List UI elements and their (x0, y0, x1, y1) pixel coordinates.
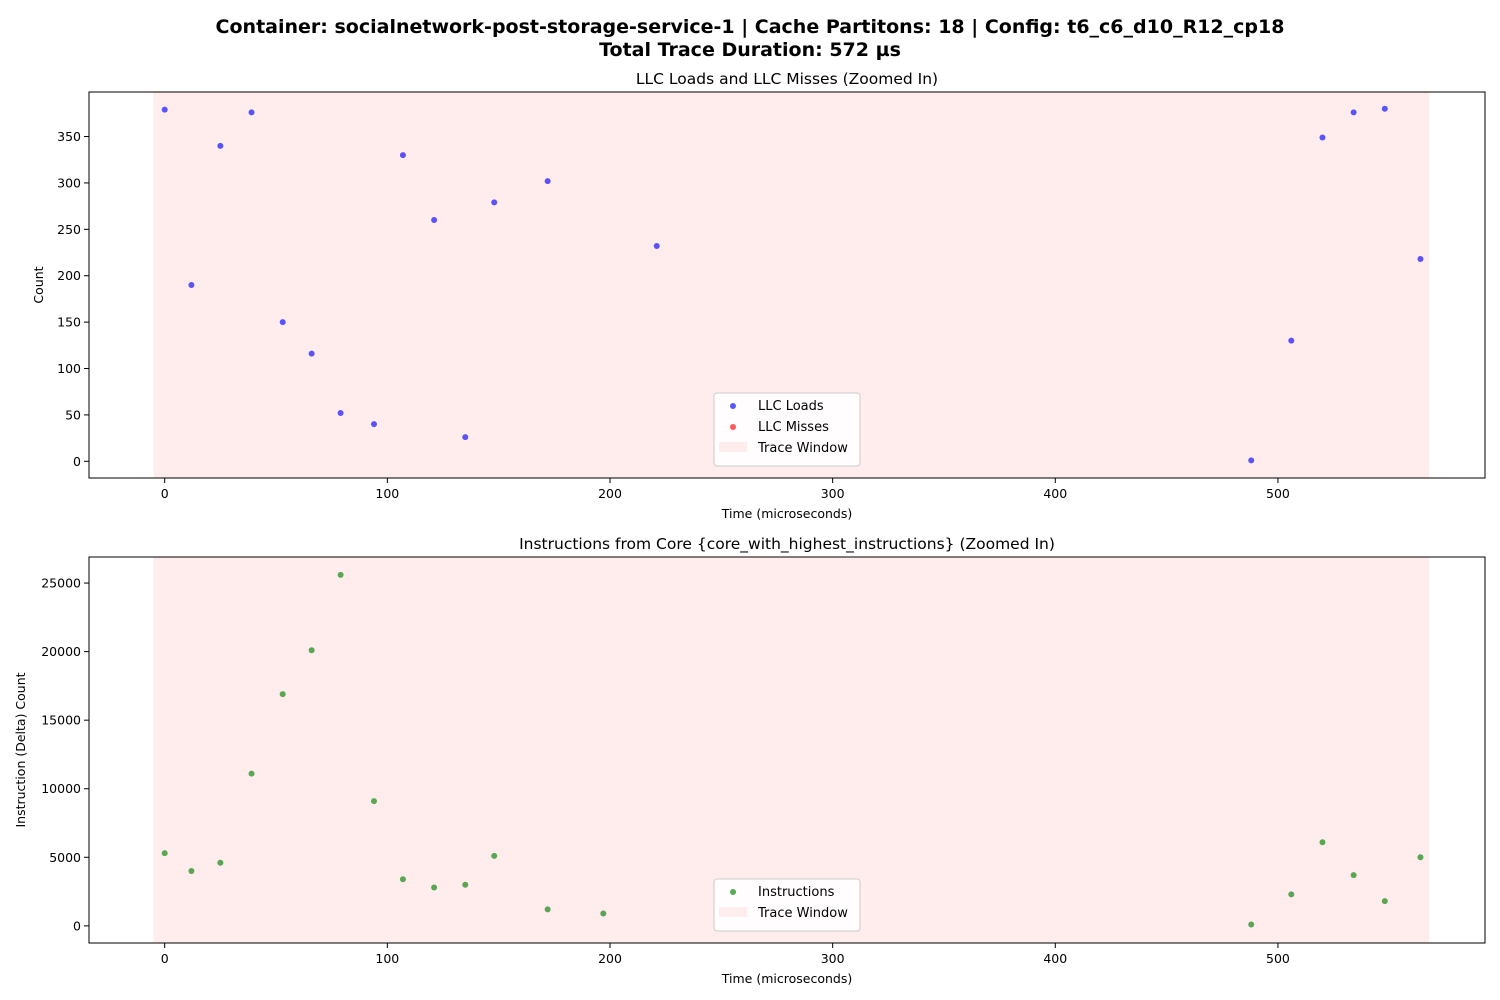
panel-1-legend-box (713, 878, 861, 932)
panel-0-data-point-llc-loads (544, 178, 551, 185)
panel-0-x-axis-label: Time (microseconds) (721, 506, 852, 521)
panel-0-y-tick-label: 200 (57, 268, 81, 283)
panel-1-data-point-instructions (217, 859, 224, 866)
panel-0-legend-box (713, 392, 861, 467)
figure-title-line-2: Total Trace Duration: 572 µs (599, 39, 901, 61)
panel-0-data-point-llc-loads (399, 152, 406, 159)
panel-0-y-tick-label: 250 (57, 222, 81, 237)
figure-title-line-1: Container: socialnetwork-post-storage-se… (215, 16, 1285, 38)
panel-0-x-tick-label: 500 (1266, 486, 1290, 501)
panel-1-y-tick-label: 5000 (49, 850, 81, 865)
panel-0-y-tick-label: 100 (57, 361, 81, 376)
panel-0-legend-label: LLC Misses (758, 420, 829, 435)
panel-0-y-tick-label: 150 (57, 315, 81, 330)
panel-0-data-point-llc-loads (1288, 337, 1295, 344)
panel-0-data-point-llc-loads (491, 199, 498, 206)
panel-1-legend-swatch (730, 889, 736, 895)
panel-0-data-point-llc-loads (1381, 105, 1388, 112)
panel-1-axes-frame (88, 556, 1486, 944)
instructions-scatter-chart: Instructions from Core {core_with_highes… (13, 535, 1486, 986)
panel-0-legend-label: Trace Window (757, 441, 848, 456)
panel-1-y-tick-label: 0 (73, 918, 81, 933)
panel-0-data-point-llc-loads (370, 421, 377, 428)
panel-0-axes-frame (88, 91, 1486, 479)
panel-1-data-point-instructions (491, 852, 498, 859)
panel-0-data-point-llc-loads (337, 410, 344, 417)
panel-1-data-point-instructions (399, 876, 406, 883)
panel-1-data-point-instructions (544, 906, 551, 913)
panel-1-data-point-instructions (1350, 872, 1357, 879)
panel-1-title: Instructions from Core {core_with_highes… (519, 535, 1055, 554)
panel-1-x-tick-label: 500 (1266, 951, 1290, 966)
panel-1-data-point-instructions (600, 910, 607, 917)
panel-0-y-axis-label: Count (31, 266, 46, 303)
panel-1-x-axis-label: Time (microseconds) (721, 971, 852, 986)
panel-0-legend-swatch (730, 424, 736, 430)
panel-0-x-tick-label: 200 (598, 486, 622, 501)
panel-1-data-point-instructions (188, 868, 195, 875)
panel-1-data-point-instructions (1288, 891, 1295, 898)
panel-0-data-point-llc-loads (248, 109, 255, 116)
panel-1-data-point-instructions (1319, 839, 1326, 846)
panel-0-y-tick-label: 350 (57, 129, 81, 144)
panel-0-y-tick-label: 300 (57, 175, 81, 190)
panel-0-title: LLC Loads and LLC Misses (Zoomed In) (636, 70, 938, 88)
panel-1-y-tick-label: 15000 (41, 713, 81, 728)
panel-1-x-tick-label: 100 (375, 951, 399, 966)
panel-0-x-tick-label: 300 (821, 486, 845, 501)
panel-1-x-tick-label: 400 (1043, 951, 1067, 966)
panel-1-y-tick-label: 10000 (41, 781, 81, 796)
panel-0-legend-swatch (719, 442, 747, 452)
panel-1-x-tick-label: 0 (161, 951, 169, 966)
panel-1-x-tick-label: 300 (821, 951, 845, 966)
panel-0-data-point-llc-loads (1319, 134, 1326, 141)
panel-0-x-tick-label: 100 (375, 486, 399, 501)
panel-1-data-point-instructions (337, 571, 344, 578)
panel-0-legend-label: LLC Loads (758, 399, 824, 414)
panel-0-data-point-llc-loads (431, 217, 438, 224)
panel-1-data-point-instructions (248, 770, 255, 777)
panel-0-data-point-llc-loads (653, 243, 660, 250)
panel-1-y-tick-label: 25000 (41, 576, 81, 591)
panel-0-x-tick-label: 400 (1043, 486, 1067, 501)
panel-0-data-point-llc-loads (217, 142, 224, 149)
panel-1-y-axis-label: Instruction (Delta) Count (13, 672, 28, 827)
panel-0-data-point-llc-loads (462, 434, 469, 441)
panel-1-data-point-instructions (1417, 854, 1424, 861)
panel-1-y-tick-label: 20000 (41, 644, 81, 659)
panel-1-data-point-instructions (279, 691, 286, 698)
panel-0-x-tick-label: 0 (161, 486, 169, 501)
panel-0-legend-swatch (730, 403, 736, 409)
panel-0-data-point-llc-loads (161, 106, 168, 113)
panel-0-y-tick-label: 0 (73, 454, 81, 469)
llc-scatter-chart: LLC Loads and LLC Misses (Zoomed In) 0 100… (31, 70, 1486, 521)
panel-0-data-point-llc-loads (1350, 109, 1357, 116)
panel-0-data-point-llc-loads (1417, 256, 1424, 263)
panel-1-x-tick-label: 200 (598, 951, 622, 966)
panel-1-legend-label: Trace Window (757, 906, 848, 921)
panel-0-data-point-llc-loads (1248, 457, 1255, 464)
panel-0-data-point-llc-loads (279, 319, 286, 326)
panel-1-data-point-instructions (308, 647, 315, 654)
panel-1-data-point-instructions (370, 798, 377, 805)
panel-1-legend-label: Instructions (758, 885, 835, 900)
panel-1-legend-swatch (719, 907, 747, 917)
panel-0-data-point-llc-loads (308, 350, 315, 357)
panel-1-data-point-instructions (161, 850, 168, 857)
panel-1-data-point-instructions (1381, 898, 1388, 905)
panel-1-data-point-instructions (462, 881, 469, 888)
panel-1-data-point-instructions (431, 884, 438, 891)
panel-0-y-tick-label: 50 (65, 407, 81, 422)
panel-1-data-point-instructions (1248, 921, 1255, 928)
panel-0-data-point-llc-loads (188, 282, 195, 288)
